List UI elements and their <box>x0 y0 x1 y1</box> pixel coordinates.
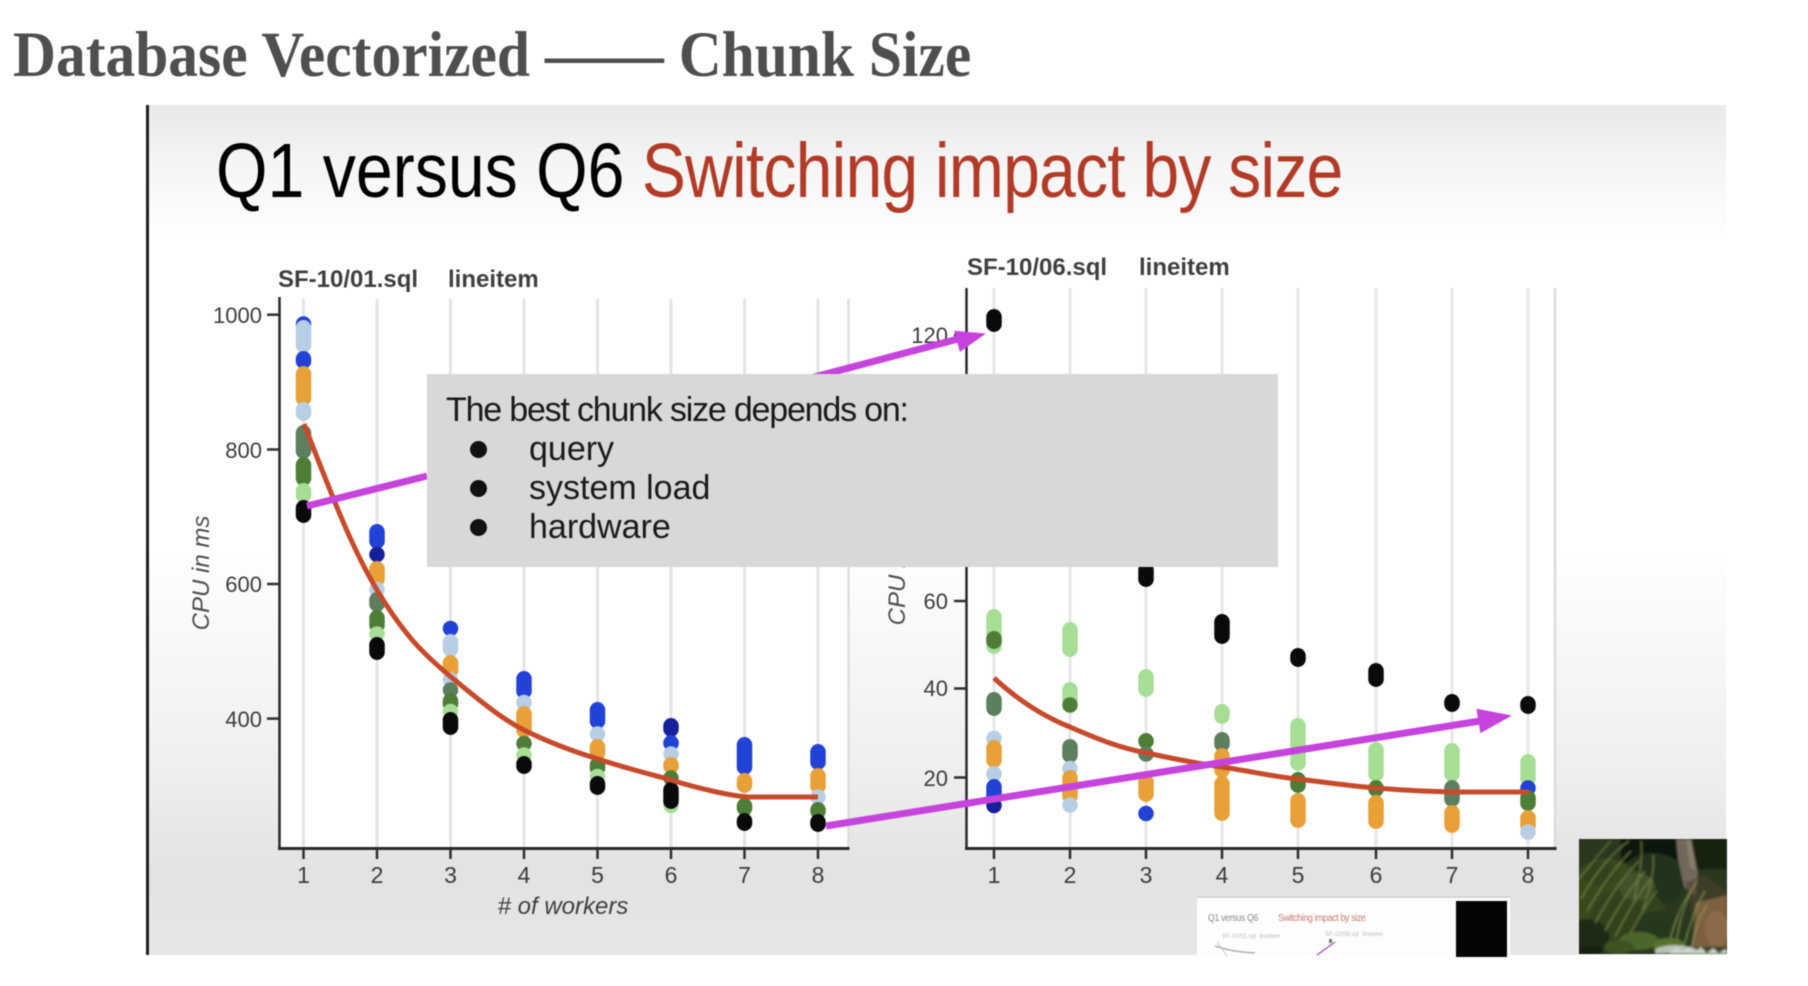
svg-text:SF-10/06.sql: SF-10/06.sql <box>967 254 1107 281</box>
svg-text:2: 2 <box>1064 862 1077 888</box>
svg-text:7: 7 <box>1446 862 1459 888</box>
svg-text:60: 60 <box>924 589 948 614</box>
svg-text:4: 4 <box>518 862 531 888</box>
svg-text:1: 1 <box>297 862 310 888</box>
svg-text:lineitem: lineitem <box>448 266 539 293</box>
svg-text:CPU in ms: CPU in ms <box>188 516 215 631</box>
svg-text:40: 40 <box>924 676 948 701</box>
svg-text:600: 600 <box>225 572 262 597</box>
svg-text:8: 8 <box>1522 862 1535 888</box>
svg-text:20: 20 <box>924 766 948 791</box>
svg-text:2: 2 <box>371 862 384 888</box>
svg-text:# of workers: # of workers <box>498 893 629 920</box>
svg-text:SF-10/01.sql: SF-10/01.sql <box>278 266 418 293</box>
svg-text:4: 4 <box>1216 862 1229 888</box>
svg-text:1000: 1000 <box>213 303 262 328</box>
svg-text:5: 5 <box>1292 862 1305 888</box>
svg-text:3: 3 <box>444 862 457 888</box>
svg-text:7: 7 <box>738 862 751 888</box>
svg-text:6: 6 <box>665 862 678 888</box>
svg-text:1: 1 <box>988 862 1001 888</box>
svg-text:800: 800 <box>225 438 262 463</box>
svg-text:8: 8 <box>812 862 825 888</box>
svg-text:3: 3 <box>1140 862 1153 888</box>
svg-text:lineitem: lineitem <box>1139 254 1230 281</box>
svg-text:6: 6 <box>1370 862 1383 888</box>
svg-text:5: 5 <box>591 862 604 888</box>
svg-text:400: 400 <box>225 707 262 732</box>
